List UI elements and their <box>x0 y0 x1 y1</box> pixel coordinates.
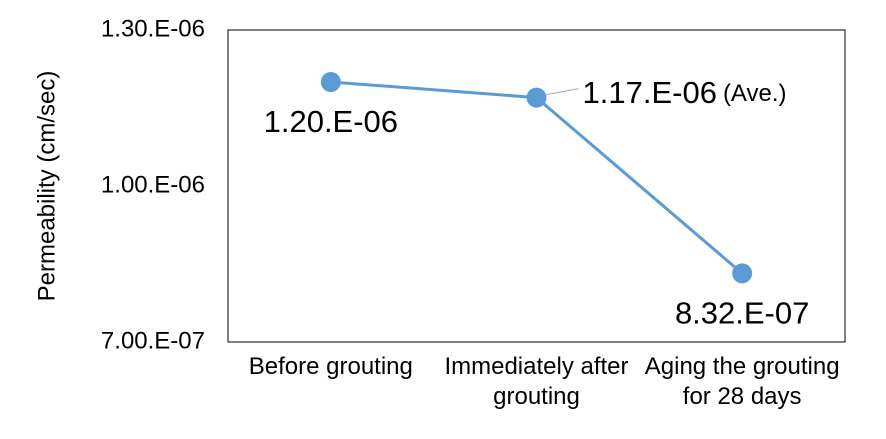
data-point <box>526 87 547 108</box>
data-label: 1.17.E-06 <box>583 75 717 110</box>
annotation: (Ave.) <box>723 80 787 107</box>
y-tick-label: 1.00.E-06 <box>101 171 205 198</box>
plot-frame <box>227 29 846 343</box>
x-tick-label: Immediately after grouting <box>444 353 629 410</box>
x-tick-label: Before grouting <box>248 353 413 380</box>
data-label: 1.20.E-06 <box>264 104 398 139</box>
data-point <box>732 263 753 284</box>
y-tick-label: 7.00.E-07 <box>101 327 205 354</box>
y-tick-label: 1.30.E-06 <box>101 15 205 42</box>
leader-line <box>546 88 579 96</box>
data-point <box>320 72 341 92</box>
data-label: 8.32.E-07 <box>675 296 809 331</box>
y-axis-title: Permeability (cm/sec) <box>33 71 60 302</box>
x-tick-label: Aging the grouting for 28 days <box>644 353 840 410</box>
